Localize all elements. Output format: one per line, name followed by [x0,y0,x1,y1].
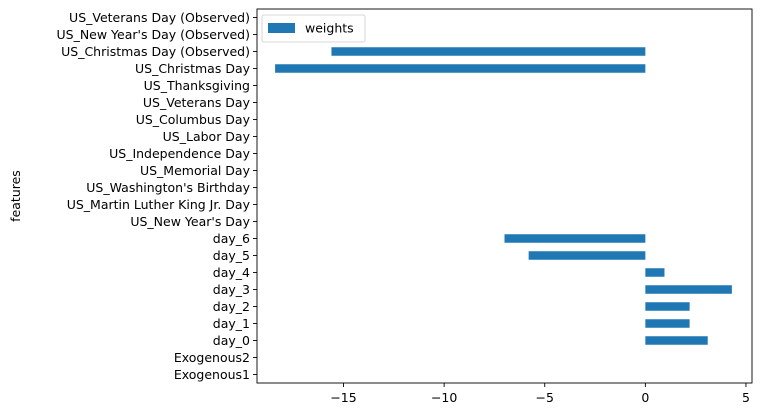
y-tick-label: US_Washington's Birthday [86,180,250,195]
y-tick-label: US_Memorial Day [140,163,251,178]
y-tick-label: Exogenous2 [174,350,250,365]
y-tick-label: day_0 [213,333,250,348]
y-tick-label: day_6 [213,231,250,246]
plot-frame [256,8,753,384]
x-tick-label: −10 [431,390,457,405]
y-tick-label: US_Veterans Day (Observed) [69,10,250,25]
y-tick-label: day_3 [213,282,250,297]
y-tick-label: US_Martin Luther King Jr. Day [67,197,251,212]
legend: weights [261,14,366,43]
x-tick-label: −15 [330,390,356,405]
y-axis-label: features [8,170,23,222]
y-tick-label: US_Columbus Day [136,112,251,127]
y-tick-label: Exogenous1 [174,367,250,382]
bar-day-0 [645,336,708,345]
y-axis-ticks: Exogenous1 Exogenous2 day_0 day_1 day_2 day_3… [56,10,257,382]
bar-day-1 [645,319,690,328]
y-tick-label: US_New Year's Day [130,214,250,229]
bar-us-christmas-day [275,64,646,73]
legend-label-weights: weights [305,21,354,36]
x-tick-label: −5 [536,390,554,405]
y-tick-label: US_New Year's Day (Observed) [56,27,250,42]
bar-us-christmas-day-observed- [331,47,646,56]
x-axis-ticks: −15 −10 −5 0 5 [330,383,750,405]
y-tick-label: day_4 [213,265,250,280]
bar-day-3 [645,285,732,294]
y-tick-label: US_Independence Day [109,146,250,161]
bar-day-6 [504,234,646,243]
y-tick-label: day_1 [213,316,250,331]
bars-group [275,47,732,345]
bar-day-2 [645,302,690,311]
bar-day-4 [645,268,665,277]
y-tick-label: US_Veterans Day [143,95,251,110]
y-tick-label: US_Christmas Day (Observed) [61,44,250,59]
x-tick-label: 0 [641,390,649,405]
x-tick-label: 5 [742,390,750,405]
bar-day-5 [528,251,646,260]
legend-swatch [268,23,295,33]
y-tick-label: US_Thanksgiving [144,78,250,93]
y-tick-label: US_Labor Day [163,129,251,144]
legend-box [261,14,366,43]
y-tick-label: day_5 [213,248,250,263]
y-tick-label: US_Christmas Day [135,61,251,76]
y-tick-label: day_2 [213,299,250,314]
